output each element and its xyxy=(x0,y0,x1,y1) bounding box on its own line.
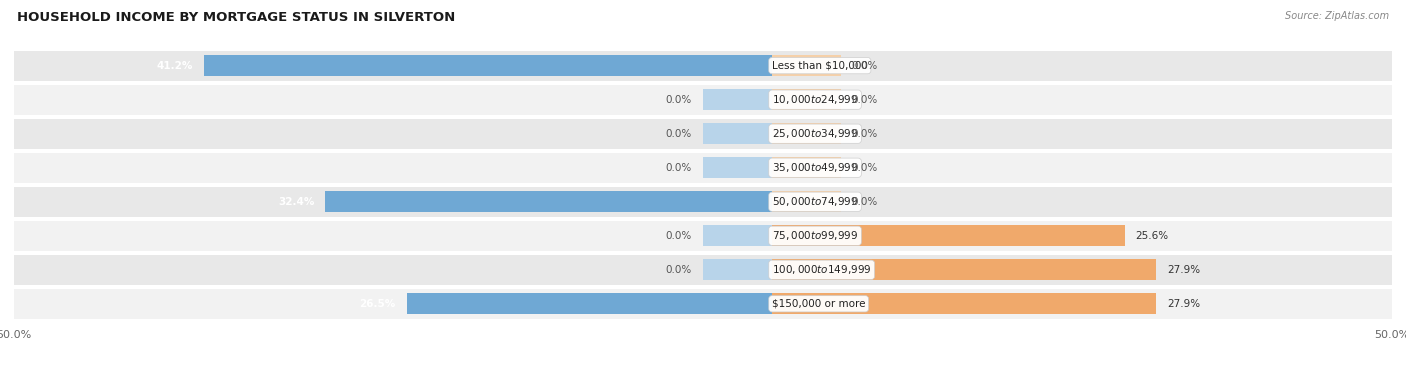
Bar xyxy=(14,221,1392,251)
Text: 0.0%: 0.0% xyxy=(852,61,879,70)
Bar xyxy=(325,191,772,212)
Bar xyxy=(703,157,772,178)
Bar xyxy=(703,123,772,144)
Bar xyxy=(14,85,1392,115)
Bar xyxy=(204,55,772,76)
Legend: Without Mortgage, With Mortgage: Without Mortgage, With Mortgage xyxy=(572,374,834,377)
Text: 0.0%: 0.0% xyxy=(665,265,692,275)
Bar xyxy=(14,255,1392,285)
Bar xyxy=(14,51,1392,81)
Bar xyxy=(772,225,1125,246)
Text: Less than $10,000: Less than $10,000 xyxy=(772,61,868,70)
Text: 0.0%: 0.0% xyxy=(852,129,879,139)
Text: $50,000 to $74,999: $50,000 to $74,999 xyxy=(772,195,858,208)
Text: 0.0%: 0.0% xyxy=(852,163,879,173)
Text: Source: ZipAtlas.com: Source: ZipAtlas.com xyxy=(1285,11,1389,21)
Text: $25,000 to $34,999: $25,000 to $34,999 xyxy=(772,127,858,140)
Text: 0.0%: 0.0% xyxy=(665,95,692,105)
Bar xyxy=(772,55,841,76)
Bar xyxy=(772,89,841,110)
Text: 27.9%: 27.9% xyxy=(1167,299,1201,309)
Bar xyxy=(14,187,1392,217)
Text: 26.5%: 26.5% xyxy=(360,299,395,309)
Text: 0.0%: 0.0% xyxy=(665,231,692,241)
Text: 27.9%: 27.9% xyxy=(1167,265,1201,275)
Bar xyxy=(772,191,841,212)
Bar xyxy=(772,157,841,178)
Bar xyxy=(14,119,1392,149)
Bar xyxy=(703,259,772,280)
Text: 32.4%: 32.4% xyxy=(278,197,315,207)
Bar xyxy=(772,259,1156,280)
Text: $35,000 to $49,999: $35,000 to $49,999 xyxy=(772,161,858,174)
Text: $150,000 or more: $150,000 or more xyxy=(772,299,866,309)
Bar xyxy=(14,289,1392,319)
Text: $75,000 to $99,999: $75,000 to $99,999 xyxy=(772,229,858,242)
Text: 25.6%: 25.6% xyxy=(1136,231,1168,241)
Bar xyxy=(406,293,772,314)
Text: 0.0%: 0.0% xyxy=(665,129,692,139)
Text: $100,000 to $149,999: $100,000 to $149,999 xyxy=(772,263,872,276)
Bar xyxy=(14,153,1392,183)
Text: $10,000 to $24,999: $10,000 to $24,999 xyxy=(772,93,858,106)
Text: 0.0%: 0.0% xyxy=(852,95,879,105)
Bar xyxy=(772,123,841,144)
Text: 0.0%: 0.0% xyxy=(852,197,879,207)
Text: 41.2%: 41.2% xyxy=(157,61,193,70)
Bar xyxy=(703,89,772,110)
Text: 0.0%: 0.0% xyxy=(665,163,692,173)
Bar xyxy=(703,225,772,246)
Bar xyxy=(772,293,1156,314)
Text: HOUSEHOLD INCOME BY MORTGAGE STATUS IN SILVERTON: HOUSEHOLD INCOME BY MORTGAGE STATUS IN S… xyxy=(17,11,456,24)
